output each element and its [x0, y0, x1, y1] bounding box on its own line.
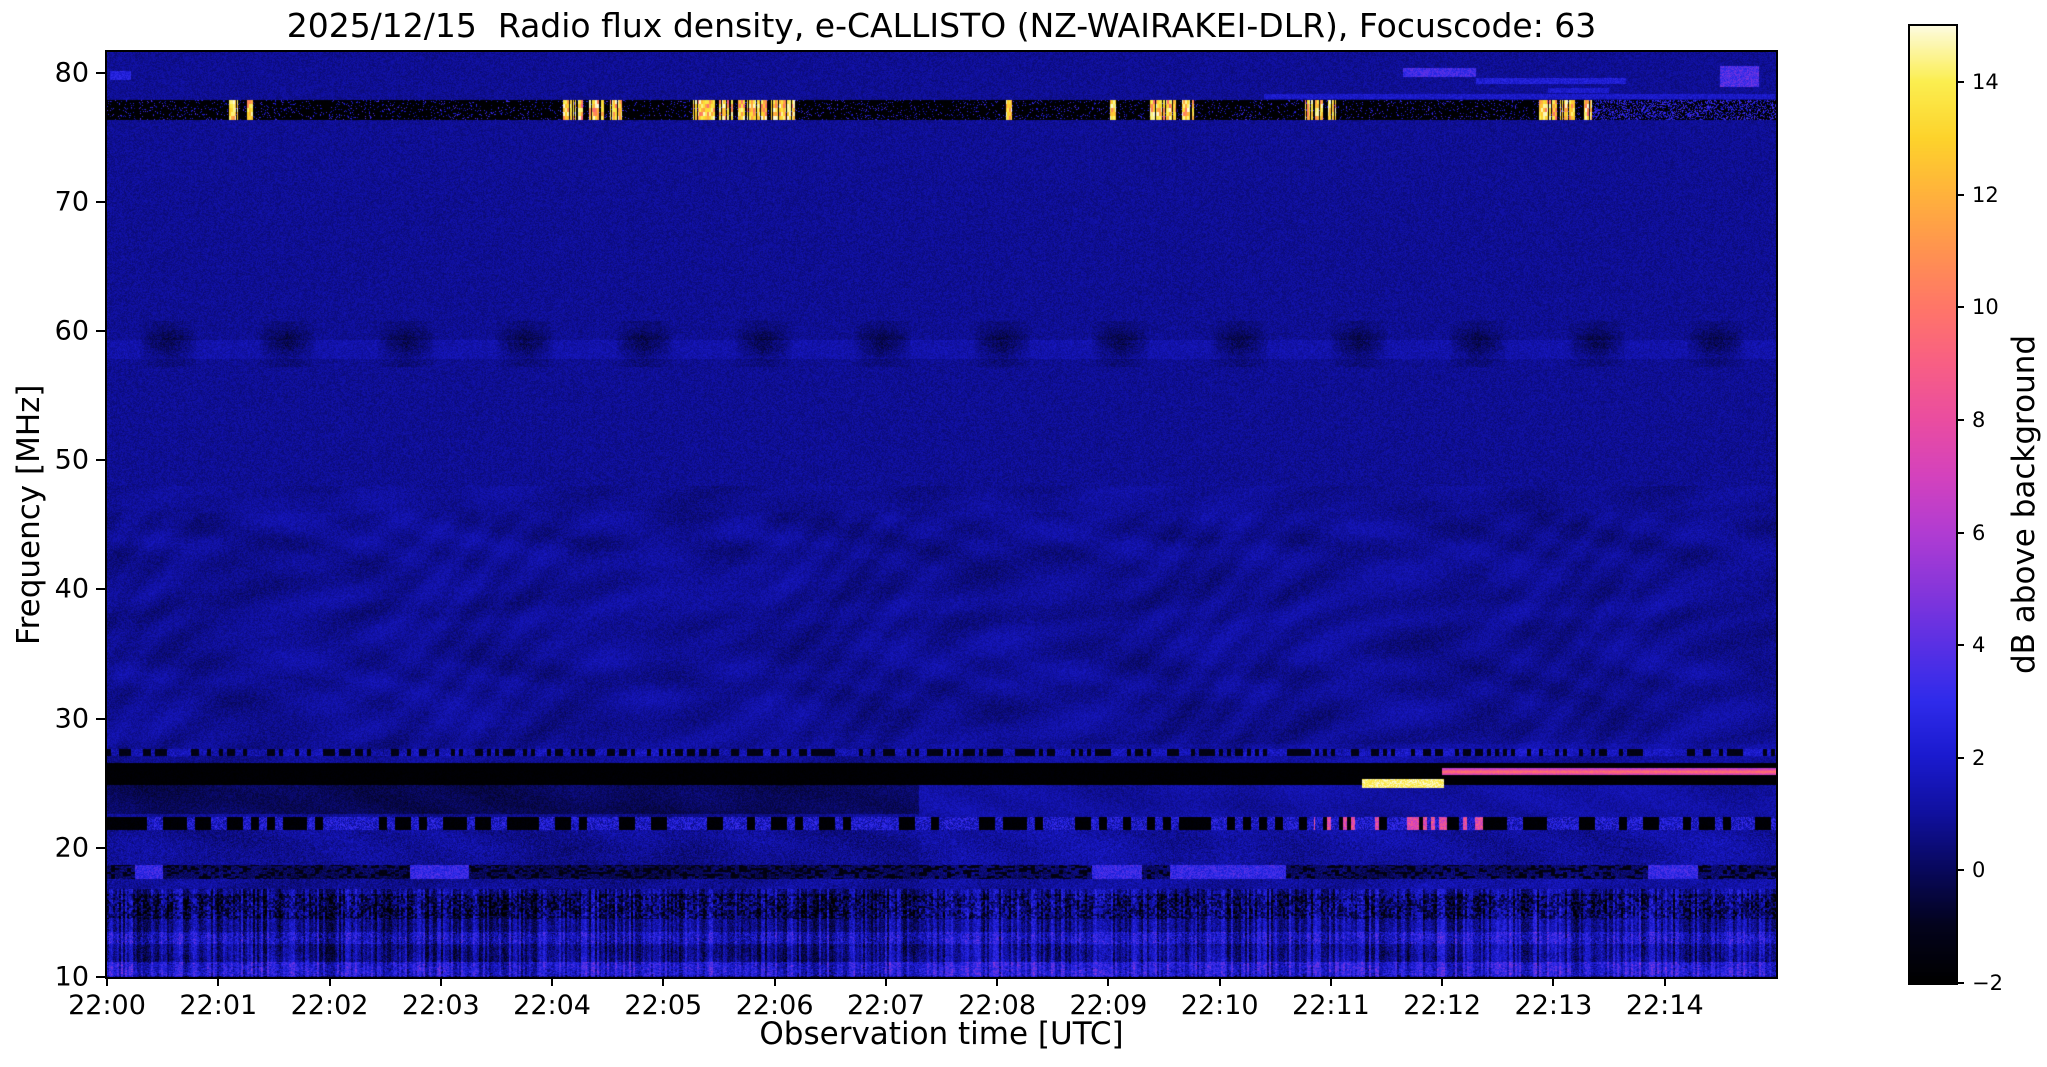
colorbar-tick-mark — [1956, 81, 1964, 84]
colorbar-tick-label: 6 — [1972, 520, 1986, 545]
colorbar-tick-label: 2 — [1972, 745, 1986, 770]
x-tick-mark — [1552, 977, 1555, 986]
colorbar-tick-mark — [1956, 756, 1964, 759]
x-axis-label: Observation time [UTC] — [759, 1016, 1124, 1052]
y-tick-mark — [96, 200, 105, 203]
y-tick-mark — [96, 71, 105, 74]
y-tick-label: 50 — [54, 444, 89, 476]
chart-title: 2025/12/15 Radio flux density, e-CALLIST… — [286, 6, 1597, 45]
y-tick-mark — [96, 976, 105, 978]
x-tick-mark — [328, 977, 331, 986]
plot-area: 22:00 22:01 22:02 22:03 22:04 22:05 22:06 22:07… — [55, 50, 1778, 1021]
colorbar-tick-label: 10 — [1972, 295, 1999, 320]
colorbar-label: dB above background — [2006, 334, 2042, 675]
colorbar-tick-label: 0 — [1972, 858, 1986, 883]
colorbar-tick-mark — [1956, 644, 1964, 647]
x-tick-mark — [884, 977, 887, 986]
x-tick-mark — [1441, 977, 1444, 986]
colorbar-tick-mark — [1956, 306, 1964, 309]
x-tick-mark — [551, 977, 554, 986]
x-tick-mark — [773, 977, 776, 986]
y-tick-label: 70 — [54, 186, 89, 218]
colorbar-tick-mark — [1956, 869, 1964, 872]
x-tick-mark — [439, 977, 442, 986]
x-tick-mark — [1663, 977, 1666, 986]
y-tick-label: 40 — [54, 573, 89, 605]
y-axis-label: Frequency [MHz] — [11, 384, 47, 645]
y-tick-label: 60 — [54, 315, 89, 347]
colorbar-tick-label: 14 — [1972, 70, 1999, 95]
y-tick-label: 10 — [54, 961, 89, 993]
y-tick-label: 20 — [54, 832, 89, 864]
y-tick-label: 80 — [54, 57, 89, 89]
y-tick-mark — [96, 717, 105, 720]
y-tick-mark — [96, 846, 105, 849]
x-tick-mark — [996, 977, 999, 986]
y-tick-mark — [96, 330, 105, 333]
x-tick-mark — [1329, 977, 1332, 986]
y-tick-mark — [96, 459, 105, 462]
x-tick-mark — [106, 977, 108, 986]
x-tick-mark — [662, 977, 665, 986]
spectrogram-canvas — [107, 52, 1776, 977]
colorbar: 14 12 10 8 6 4 2 0 −2 — [1908, 24, 2003, 995]
colorbar-tick-mark — [1956, 193, 1964, 196]
y-tick-mark — [96, 588, 105, 591]
colorbar-tick-mark — [1956, 982, 1964, 984]
colorbar-tick-mark — [1956, 531, 1964, 534]
colorbar-gradient — [1910, 26, 1956, 983]
colorbar-tick-mark — [1956, 419, 1964, 422]
x-tick-mark — [217, 977, 220, 986]
colorbar-tick-label: −2 — [1972, 971, 2003, 995]
y-tick-label: 30 — [54, 703, 89, 735]
x-tick-mark — [1218, 977, 1221, 986]
colorbar-tick-label: 8 — [1972, 408, 1986, 433]
colorbar-tick-label: 12 — [1972, 182, 1999, 207]
x-tick-mark — [1107, 977, 1110, 986]
colorbar-tick-label: 4 — [1972, 633, 1986, 658]
